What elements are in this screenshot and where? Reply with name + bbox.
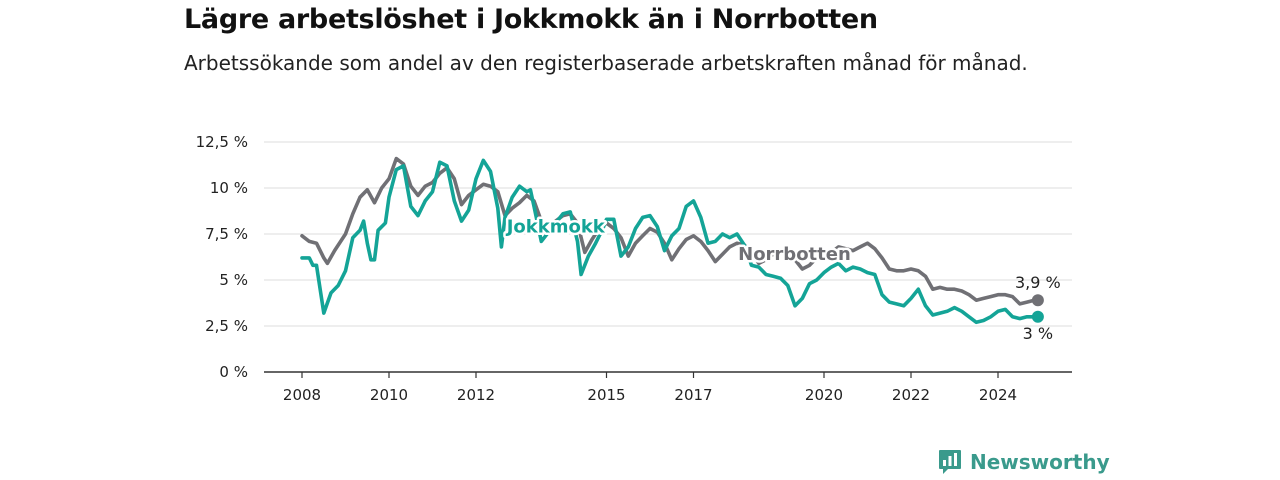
x-tick-label: 2024 bbox=[979, 386, 1017, 404]
x-tick-label: 2022 bbox=[892, 386, 930, 404]
brand-name: Newsworthy bbox=[970, 450, 1110, 474]
x-tick-label: 2010 bbox=[370, 386, 408, 404]
x-tick-label: 2020 bbox=[805, 386, 843, 404]
x-tick-label: 2017 bbox=[674, 386, 712, 404]
end-label-norrbotten: 3,9 % bbox=[1015, 273, 1061, 292]
x-axis: 2008 2010 2012 2015 2017 2020 2022 2024 bbox=[264, 371, 1072, 404]
y-tick-label: 10 % bbox=[210, 179, 248, 197]
series-line-norrbotten bbox=[300, 156, 1040, 306]
series-label-norrbotten: Norrbotten bbox=[738, 244, 851, 265]
chart-title: Lägre arbetslöshet i Jokkmokk än i Norrb… bbox=[184, 4, 878, 35]
x-tick-label: 2008 bbox=[283, 386, 321, 404]
chart-subtitle: Arbetssökande som andel av den registerb… bbox=[184, 51, 1028, 75]
series-label-jokkmokk: Jokkmokk bbox=[505, 217, 606, 238]
end-label-jokkmokk: 3 % bbox=[1023, 324, 1053, 343]
y-tick-label: 12,5 % bbox=[196, 133, 248, 151]
series-end-marker-norrbotten bbox=[1031, 294, 1044, 307]
series-lines bbox=[300, 156, 1044, 325]
y-axis-labels: 0 % 2,5 % 5 % 7,5 % 10 % 12,5 % bbox=[196, 133, 248, 381]
y-tick-label: 0 % bbox=[219, 363, 248, 381]
y-tick-label: 2,5 % bbox=[205, 317, 248, 335]
newsworthy-brand: Newsworthy bbox=[938, 449, 1110, 475]
series-labels: Norrbotten Jokkmokk 3,9 % 3 % bbox=[502, 214, 1061, 343]
series-line-jokkmokk bbox=[300, 158, 1040, 325]
x-tick-label: 2015 bbox=[587, 386, 625, 404]
y-tick-label: 5 % bbox=[219, 271, 248, 289]
x-tick-label: 2012 bbox=[457, 386, 495, 404]
series-end-marker-jokkmokk bbox=[1031, 310, 1044, 323]
newsworthy-logo-icon bbox=[939, 450, 961, 474]
y-tick-label: 7,5 % bbox=[205, 225, 248, 243]
gridlines bbox=[264, 141, 1072, 327]
